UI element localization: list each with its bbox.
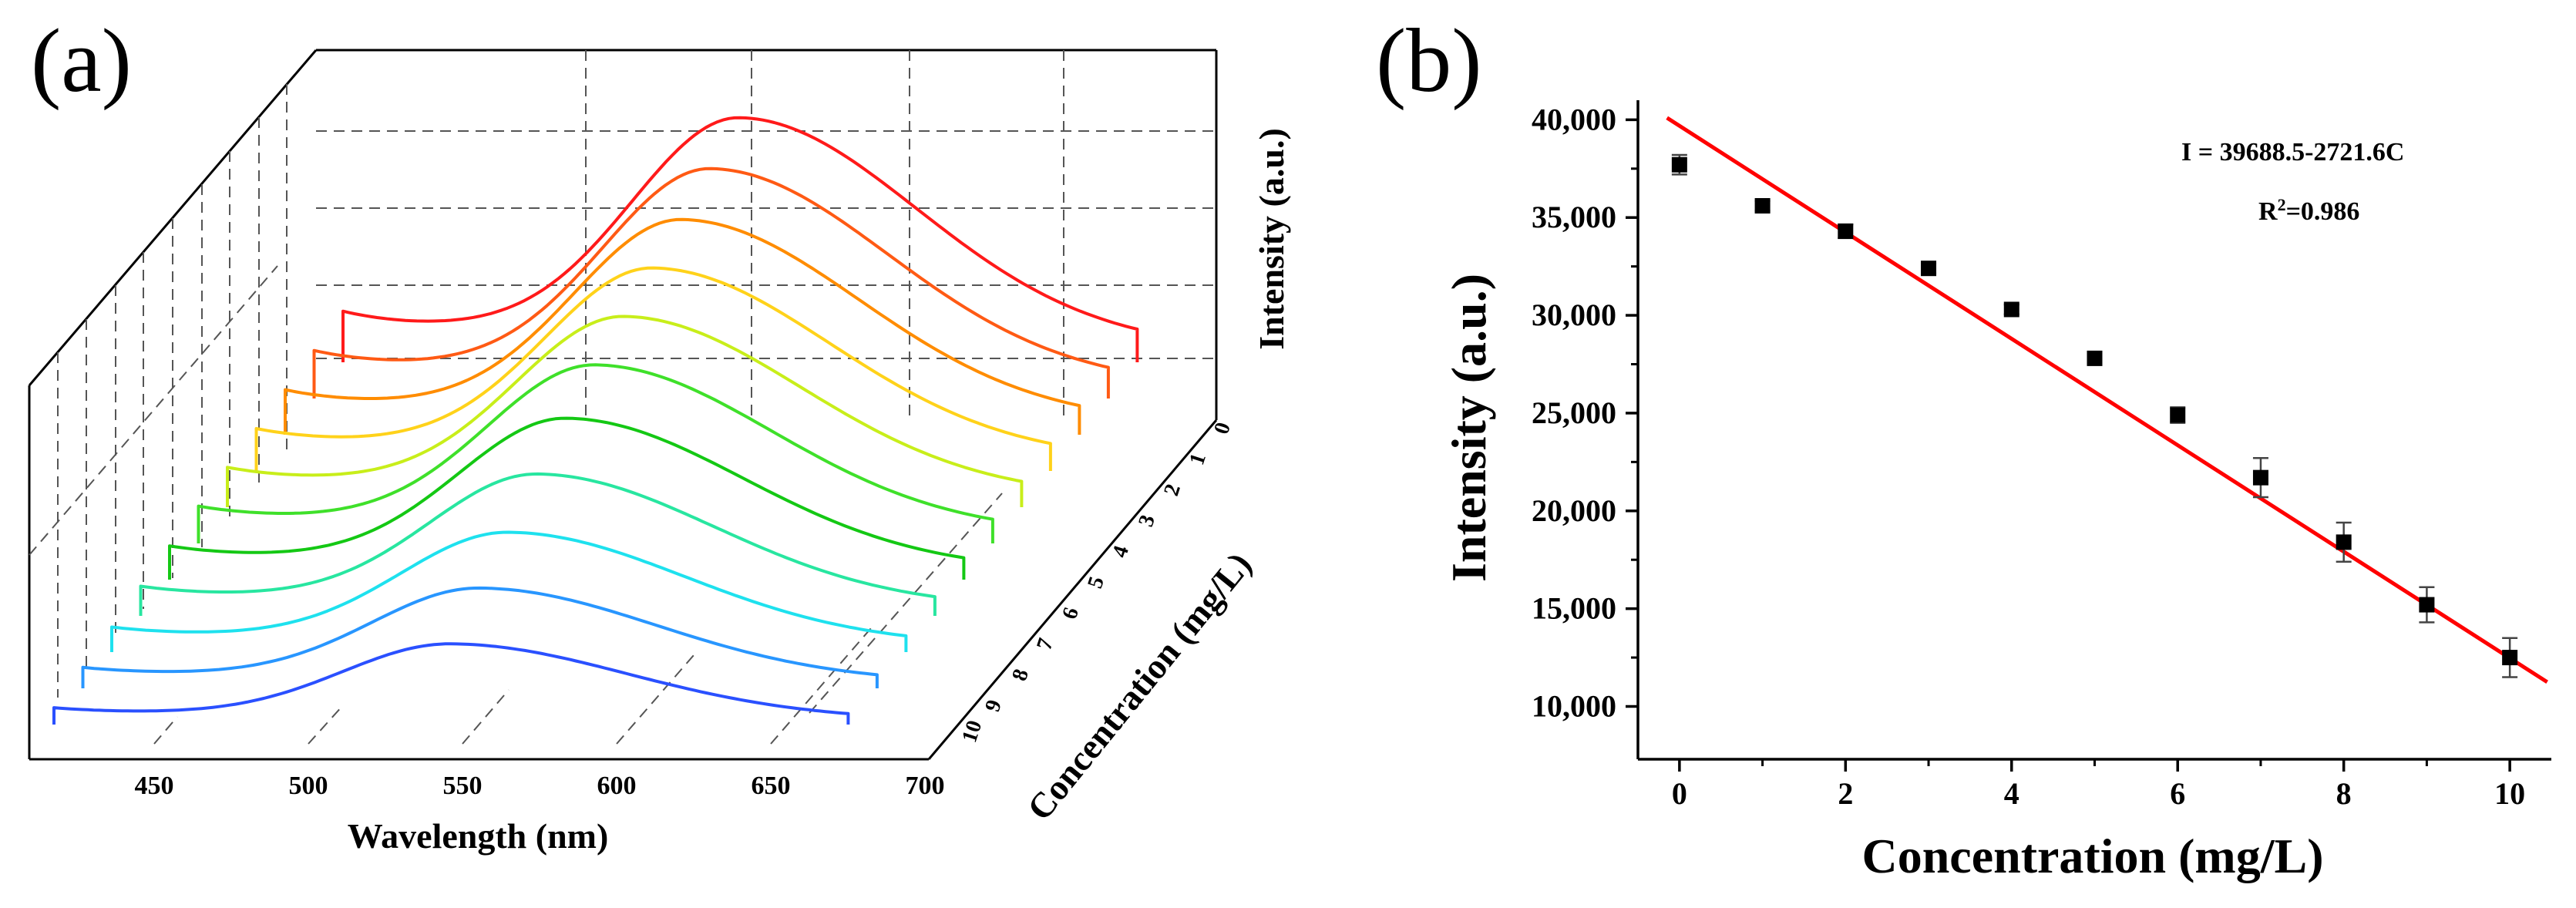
panel-b-label: (b)	[1376, 10, 1482, 111]
x-tick-a: 450	[135, 772, 174, 800]
x-tick-a: 650	[752, 772, 791, 800]
y-axis-title-b: Intensity (a.u.)	[1441, 274, 1496, 582]
data-point-group	[1838, 223, 1854, 240]
z-axis-title-a: Intensity (a.u.)	[1252, 128, 1291, 350]
depth-axis-title-a: Concentration (mg/L)	[1020, 545, 1259, 828]
data-point-group	[2087, 350, 2103, 366]
x-tick-a: 700	[906, 772, 945, 800]
r2-sup: 2	[2278, 195, 2286, 214]
panel-a-x-ticks: 450 500 550 600 650 700	[135, 772, 945, 800]
panel-a-floor-grid	[153, 493, 1003, 745]
data-point	[2336, 534, 2352, 550]
y-tick-label-b: 15,000	[1532, 591, 1616, 626]
data-point	[2170, 407, 2186, 423]
spectrum-line-4	[226, 314, 1024, 507]
x-axis-title-b: Concentration (mg/L)	[1861, 829, 2323, 883]
data-point-group	[2419, 586, 2435, 624]
data-point	[1838, 223, 1854, 239]
x-tick-label-b: 8	[2336, 776, 2352, 811]
data-point	[2502, 650, 2518, 666]
panel-a-back-grid	[316, 50, 1216, 420]
y-tick-label-b: 30,000	[1532, 298, 1616, 332]
y-tick-label-b: 25,000	[1532, 395, 1616, 430]
data-point-group	[1921, 261, 1937, 277]
depth-tick: 1	[1185, 450, 1211, 468]
floor-grid-550	[462, 689, 509, 745]
spectrum-line-8	[110, 530, 908, 652]
left-grid-diag	[29, 265, 278, 556]
depth-tick: 8	[1007, 666, 1034, 684]
spectrum-line-1	[312, 166, 1110, 399]
panel-a-label: (a)	[31, 10, 132, 111]
floor-grid-600	[616, 654, 694, 745]
spectrum-line-10	[52, 642, 850, 725]
spectrum-line-5	[197, 363, 994, 543]
spectrum-line-9	[81, 586, 879, 688]
frame-top-left-diagonal	[28, 49, 318, 386]
fit-line	[1666, 116, 2548, 684]
y-tick-label-b: 35,000	[1532, 200, 1616, 234]
data-point	[2252, 469, 2268, 486]
panel-a-frame	[28, 49, 1218, 761]
data-point-group	[2252, 457, 2268, 499]
data-point	[2003, 301, 2019, 318]
data-point-group	[1754, 198, 1771, 214]
x-tick-label-b: 6	[2170, 776, 2185, 811]
data-point	[1671, 156, 1687, 173]
panel-b-fit	[1666, 116, 2548, 684]
data-point-group	[2336, 521, 2352, 563]
data-point-group	[2170, 406, 2186, 424]
spectra-series	[52, 116, 1139, 725]
data-point	[1754, 198, 1771, 214]
data-point-group	[2003, 301, 2019, 318]
spectrum-line-3	[254, 266, 1052, 471]
depth-tick: 9	[980, 697, 1007, 715]
data-point-group	[1671, 153, 1687, 176]
x-axis-title-a: Wavelength (nm)	[348, 816, 609, 856]
y-tick-label-b: 20,000	[1532, 493, 1616, 528]
panel-b-ticks	[1626, 118, 2511, 772]
depth-tick: 5	[1083, 573, 1109, 591]
fit-equation: I = 39688.5-2721.6C	[2181, 138, 2404, 166]
panel-a-left-grid	[29, 84, 288, 698]
r2-prefix: R	[2258, 197, 2278, 226]
floor-grid-700	[809, 493, 1003, 714]
panel-a: (a)	[28, 10, 1291, 856]
data-point-group	[2502, 637, 2518, 678]
depth-tick: 4	[1108, 543, 1134, 560]
depth-tick: 7	[1032, 635, 1058, 653]
x-tick-a: 600	[597, 772, 637, 800]
data-point	[2419, 597, 2435, 613]
depth-tick: 6	[1058, 604, 1084, 622]
spectrum-line-2	[284, 217, 1081, 435]
floor-grid-650	[770, 627, 872, 745]
x-tick-a: 550	[443, 772, 483, 800]
data-point	[2087, 350, 2103, 366]
floor-grid-450	[153, 716, 178, 745]
panel-b: (b) 10,000 15,000 20,000 25,000 30,000 35,000…	[1376, 10, 2551, 883]
depth-tick: 0	[1209, 419, 1236, 437]
panel-b-points	[1671, 153, 2518, 678]
y-tick-label-b: 40,000	[1532, 102, 1616, 136]
r2-suffix: =0.986	[2286, 197, 2360, 226]
r-squared: R2=0.986	[2258, 195, 2359, 227]
frame-depth-axis	[927, 419, 1218, 760]
x-tick-label-b: 2	[1838, 776, 1853, 811]
spectrum-line-7	[139, 472, 937, 616]
spectrum-line-6	[168, 416, 966, 580]
x-tick-label-b: 10	[2494, 776, 2525, 811]
data-point	[1921, 261, 1937, 277]
depth-tick: 3	[1134, 512, 1160, 530]
panel-a-depth-ticks: 10 9 8 7 6 5 4 3 2 1 0	[957, 419, 1236, 745]
x-tick-a: 500	[289, 772, 328, 800]
x-tick-label-b: 0	[1672, 776, 1687, 811]
depth-tick: 2	[1159, 481, 1185, 499]
x-tick-label-b: 4	[2004, 776, 2019, 811]
spectrum-line-0	[341, 116, 1139, 362]
y-tick-label-b: 10,000	[1532, 688, 1616, 723]
floor-grid-500	[308, 705, 344, 745]
x-tick-labels-b: 0 2 4 6 8 10	[1672, 776, 2525, 811]
y-tick-labels-b: 10,000 15,000 20,000 25,000 30,000 35,000 40,0…	[1532, 102, 1616, 723]
